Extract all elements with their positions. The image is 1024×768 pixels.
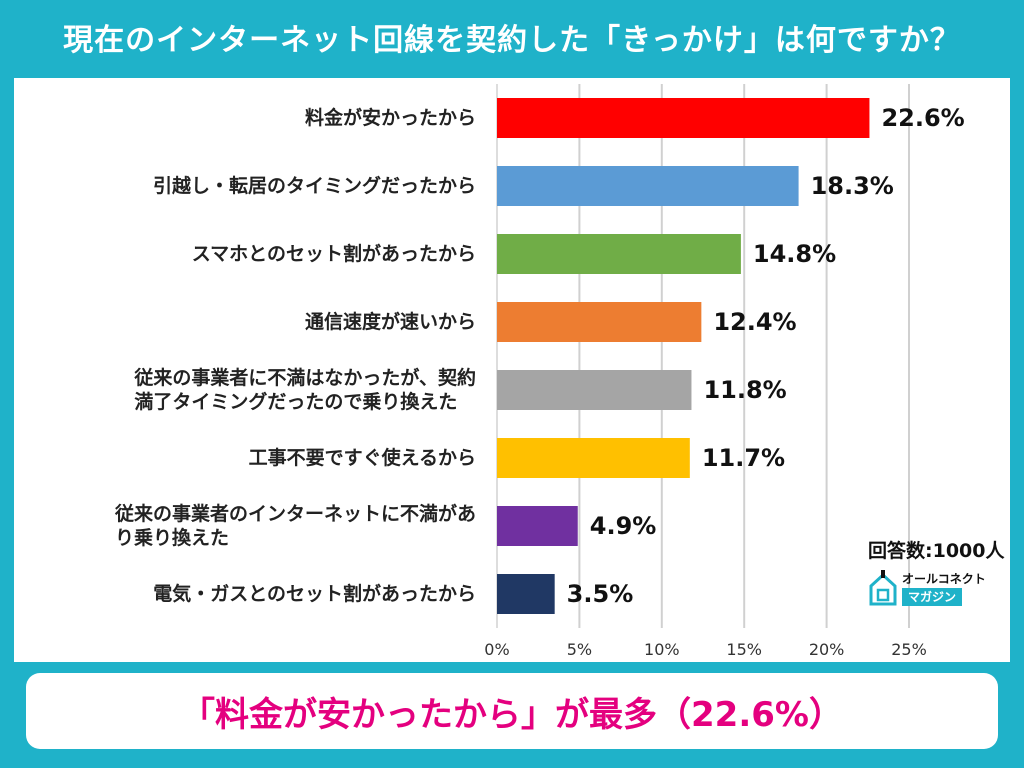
- conclusion-banner: 「料金が安かったから」が最多（22.6%）: [26, 673, 998, 749]
- value-label: 3.5%: [566, 580, 634, 608]
- x-tick-label: 5%: [566, 640, 593, 659]
- category-label: 従来の事業者のインターネットに不満があ り乗り換えた: [115, 502, 476, 550]
- bar: [497, 234, 741, 274]
- bar: [497, 98, 870, 138]
- brand-logo: オールコネクト マガジン: [868, 566, 1008, 610]
- bar: [497, 574, 555, 614]
- category-label: 通信速度が速いから: [304, 311, 476, 333]
- brand-name: オールコネクト: [902, 572, 986, 586]
- category-label-line: 従来の事業者のインターネットに不満があ: [114, 503, 476, 525]
- category-label: 電気・ガスとのセット割があったから: [153, 583, 476, 605]
- category-label-line: り乗り換えた: [114, 527, 229, 549]
- category-label: 従来の事業者に不満はなかったが、契約 満了タイミングだったので乗り換えた: [134, 366, 476, 414]
- category-label-line: 満了タイミングだったので乗り換えた: [134, 391, 458, 413]
- respondents-note: 回答数:1000人: [868, 540, 1005, 562]
- value-label: 14.8%: [752, 240, 837, 268]
- category-label: 料金が安かったから: [304, 107, 476, 129]
- value-label: 11.8%: [703, 376, 787, 404]
- page-title: 現在のインターネット回線を契約した「きっかけ」は何ですか？: [63, 23, 961, 58]
- bar: [497, 302, 702, 342]
- bar: [497, 506, 578, 546]
- bar: [497, 438, 690, 478]
- x-tick-label: 0%: [484, 640, 510, 659]
- value-label: 12.4%: [713, 308, 797, 336]
- value-label: 11.7%: [701, 444, 786, 472]
- category-label: スマホとのセット割があったから: [191, 243, 476, 265]
- x-tick-label: 25%: [891, 640, 927, 659]
- bar: [497, 166, 799, 206]
- house-logo-icon: [869, 570, 897, 606]
- value-label: 22.6%: [881, 104, 965, 132]
- category-label: 引越し・転居のタイミングだったから: [152, 175, 476, 197]
- category-label: 工事不要ですぐ使えるから: [248, 447, 476, 469]
- category-label-line: 従来の事業者に不満はなかったが、契約: [134, 367, 476, 389]
- brand-sub: マガジン: [902, 588, 963, 606]
- x-tick-label: 20%: [808, 640, 845, 659]
- value-label: 18.3%: [810, 172, 894, 200]
- x-tick-label: 15%: [726, 640, 762, 659]
- bar: [497, 370, 692, 410]
- value-label: 4.9%: [589, 512, 657, 540]
- x-tick-label: 10%: [644, 640, 680, 659]
